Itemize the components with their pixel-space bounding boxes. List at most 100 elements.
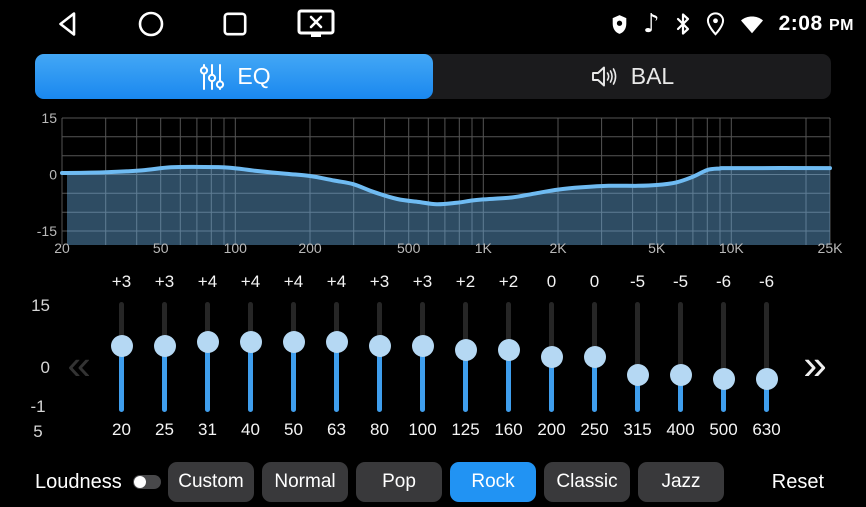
band-slider[interactable] [100, 302, 143, 412]
band-gain-label: +4 [283, 272, 304, 291]
reset-button[interactable]: Reset [771, 471, 824, 493]
svg-text:25K: 25K [818, 240, 844, 256]
band-slider-thumb[interactable] [153, 335, 176, 357]
band-gain-label: +3 [154, 272, 175, 291]
band-slider[interactable] [229, 302, 272, 412]
band-slider[interactable] [315, 302, 358, 412]
band-freq-label: 125 [451, 420, 480, 439]
tab-eq-label: EQ [237, 63, 271, 89]
music-note-icon: ♪ [643, 9, 660, 39]
band-freq-label: 31 [198, 420, 217, 439]
home-button[interactable] [134, 0, 168, 48]
eq-band-630: -6 630 [745, 272, 788, 440]
band-slider[interactable] [487, 302, 530, 412]
slider-fill [549, 357, 554, 412]
bands-next-button[interactable]: » [803, 341, 827, 388]
band-slider[interactable] [616, 302, 659, 412]
band-freq-label: 100 [408, 420, 437, 439]
band-freq-label: 250 [580, 420, 609, 439]
slider-fill [162, 346, 167, 412]
band-freq-label: 40 [241, 420, 260, 439]
back-button[interactable] [50, 0, 84, 48]
band-slider-thumb[interactable] [712, 368, 735, 390]
eq-band-315: -5 315 [616, 272, 659, 440]
eq-band-31: +4 31 [186, 272, 229, 440]
band-slider[interactable] [573, 302, 616, 412]
eq-band-50: +4 50 [272, 272, 315, 440]
band-gain-label: +3 [412, 272, 433, 291]
slider-scale-min: -15 [30, 397, 46, 441]
band-slider-thumb[interactable] [239, 331, 262, 354]
band-gain-label: +2 [498, 272, 519, 291]
bluetooth-icon [676, 13, 689, 35]
band-slider[interactable] [745, 302, 788, 412]
loudness-toggle-knob [134, 476, 146, 488]
band-gain-label: +3 [111, 272, 132, 291]
band-gain-label: -5 [672, 272, 689, 291]
slider-fill [678, 375, 683, 412]
svg-text:15: 15 [41, 110, 57, 126]
preset-button-classic[interactable]: Classic [544, 462, 630, 502]
band-slider[interactable] [702, 302, 745, 412]
band-slider-thumb[interactable] [583, 346, 606, 368]
band-slider-thumb[interactable] [497, 338, 520, 361]
slider-rail [678, 302, 683, 412]
tab-eq[interactable]: EQ [35, 54, 433, 99]
band-slider-thumb[interactable] [282, 331, 305, 354]
band-freq-label: 200 [537, 420, 566, 439]
band-slider[interactable] [186, 302, 229, 412]
svg-text:10K: 10K [719, 240, 745, 256]
bands-prev-button[interactable]: « [67, 341, 91, 388]
preset-row: Custom Normal Pop Rock Classic Jazz [168, 462, 724, 502]
slider-fill [119, 346, 124, 412]
band-slider-thumb[interactable] [411, 335, 434, 357]
band-freq-label: 20 [112, 420, 131, 439]
band-slider-thumb[interactable] [626, 364, 649, 387]
band-slider[interactable] [530, 302, 573, 412]
loudness-toggle[interactable] [133, 475, 161, 489]
band-slider[interactable] [272, 302, 315, 412]
band-freq-label: 25 [155, 420, 174, 439]
slider-fill [291, 342, 296, 412]
band-slider-thumb[interactable] [540, 346, 563, 368]
band-slider-thumb[interactable] [196, 331, 219, 354]
band-gain-label: +4 [197, 272, 218, 291]
tab-bar: EQ BAL [35, 54, 831, 99]
slider-fill [248, 342, 253, 412]
band-slider[interactable] [659, 302, 702, 412]
band-slider-thumb[interactable] [454, 338, 477, 361]
tab-bal[interactable]: BAL [433, 54, 831, 99]
svg-text:200: 200 [298, 240, 322, 256]
preset-button-jazz[interactable]: Jazz [638, 462, 724, 502]
preset-button-custom[interactable]: Custom [168, 462, 254, 502]
recents-button[interactable] [218, 0, 252, 48]
speaker-icon [591, 66, 617, 87]
preset-button-pop[interactable]: Pop [356, 462, 442, 502]
home-icon [138, 11, 164, 37]
band-gain-label: -5 [629, 272, 646, 291]
band-slider[interactable] [401, 302, 444, 412]
band-slider[interactable] [444, 302, 487, 412]
band-slider-thumb[interactable] [368, 335, 391, 357]
slider-rail [635, 302, 640, 412]
band-freq-label: 400 [666, 420, 695, 439]
band-slider-thumb[interactable] [110, 335, 133, 357]
slider-fill [377, 346, 382, 412]
band-slider[interactable] [358, 302, 401, 412]
band-slider-thumb[interactable] [325, 331, 348, 354]
eq-band-500: -6 500 [702, 272, 745, 440]
band-freq-label: 63 [327, 420, 346, 439]
screen-off-button[interactable] [296, 0, 336, 48]
recents-icon [223, 12, 247, 36]
band-gain-label: 0 [546, 272, 557, 291]
svg-text:50: 50 [153, 240, 169, 256]
band-freq-label: 315 [623, 420, 652, 439]
preset-button-normal[interactable]: Normal [262, 462, 348, 502]
band-slider-thumb[interactable] [669, 364, 692, 387]
band-freq-label: 80 [370, 420, 389, 439]
band-slider[interactable] [143, 302, 186, 412]
band-slider-thumb[interactable] [755, 368, 778, 390]
eq-band-125: +2 125 [444, 272, 487, 440]
svg-text:-15: -15 [37, 223, 57, 239]
preset-button-rock[interactable]: Rock [450, 462, 536, 502]
